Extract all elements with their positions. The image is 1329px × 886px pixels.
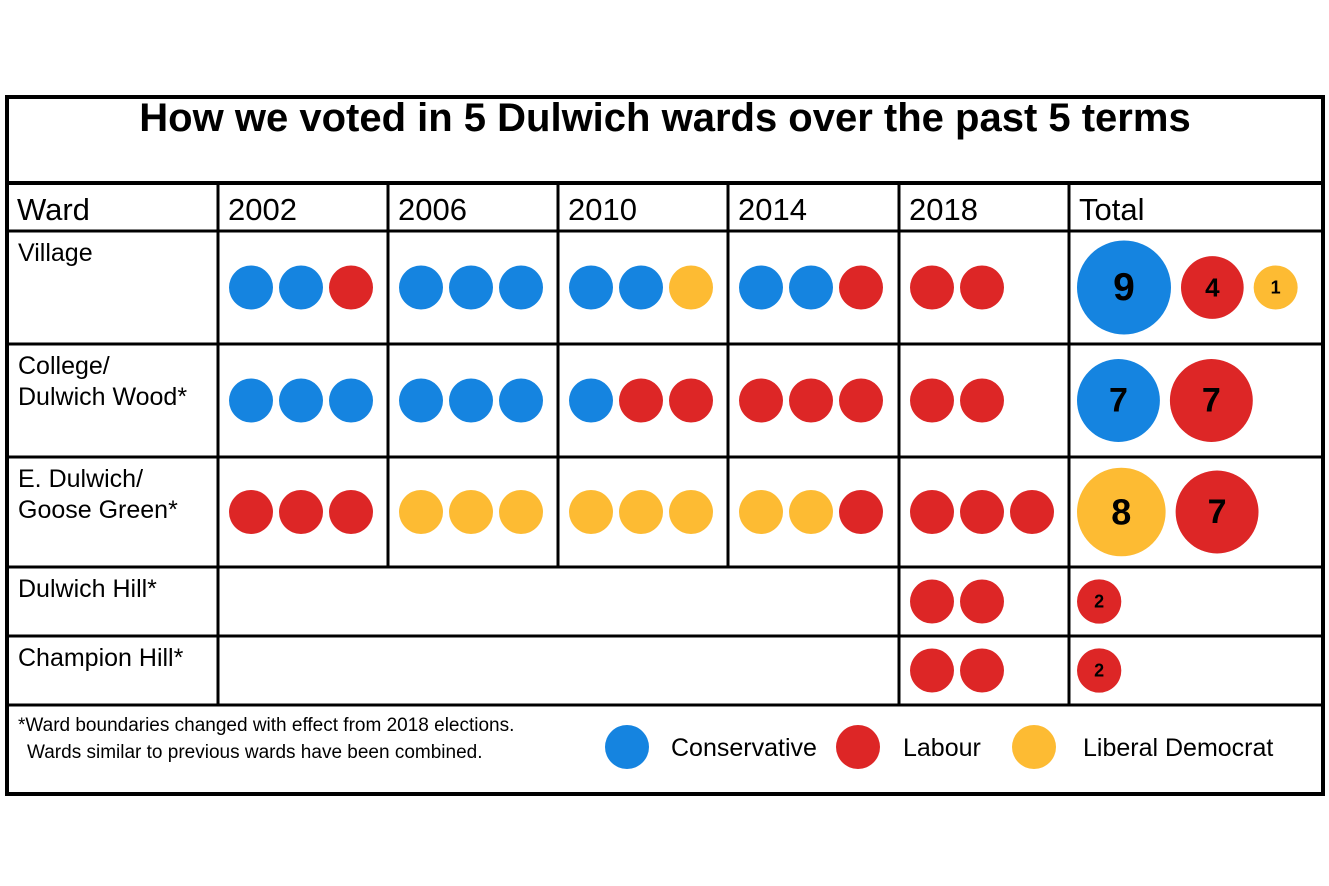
total-circle — [1175, 470, 1259, 554]
total-circle — [1253, 265, 1298, 310]
seat-dot — [910, 378, 954, 423]
seat-dot — [960, 265, 1004, 310]
seat-dot — [499, 265, 543, 310]
seat-dot — [279, 490, 323, 534]
total-circle — [1077, 467, 1166, 557]
seat-dot — [839, 490, 883, 534]
seat-dot — [910, 579, 954, 624]
ward-label: E. Dulwich/ — [18, 465, 143, 493]
ward-label: Village — [18, 239, 93, 267]
seat-dot — [1010, 490, 1054, 534]
seat-dot — [739, 378, 783, 423]
seat-dot — [399, 265, 443, 310]
ward-labels: Village College/Dulwich Wood* E. Dulwich/G… — [18, 239, 187, 672]
seat-dot — [789, 265, 833, 310]
ward-label: Dulwich Hill* — [18, 575, 157, 603]
seat-dot — [789, 490, 833, 534]
outer-border — [5, 95, 1325, 796]
footnote: *Ward boundaries changed with effect fro… — [18, 715, 514, 763]
total-count-label: 8 — [1111, 492, 1131, 533]
legend-swatch — [605, 725, 649, 769]
seat-dot — [619, 265, 663, 310]
total-count-label: 7 — [1109, 382, 1128, 420]
legend-label: Labour — [903, 734, 981, 762]
seat-dot — [279, 265, 323, 310]
column-header: 2018 — [909, 192, 978, 227]
total-count-label: 7 — [1202, 382, 1221, 420]
seat-dot — [569, 378, 613, 423]
column-header: 2006 — [398, 192, 467, 227]
chart-title: How we voted in 5 Dulwich wards over the… — [139, 96, 1190, 140]
ward-label: Champion Hill* — [18, 644, 184, 672]
total-circle — [1077, 579, 1122, 624]
seat-dot — [279, 378, 323, 423]
seat-dot — [499, 490, 543, 534]
column-header: 2010 — [568, 192, 637, 227]
seat-dot — [789, 378, 833, 423]
column-header: Ward — [17, 192, 90, 227]
total-count-label: 7 — [1208, 493, 1227, 531]
seat-dot — [910, 265, 954, 310]
seat-dot — [739, 265, 783, 310]
seat-dot — [619, 490, 663, 534]
seat-dot — [839, 265, 883, 310]
seat-dots — [229, 265, 1054, 693]
seat-dot — [229, 265, 273, 310]
ward-label: Goose Green* — [18, 496, 178, 524]
ward-label: College/ — [18, 352, 110, 380]
total-circle — [1169, 359, 1253, 442]
table-grid — [5, 95, 1325, 796]
seat-dot — [569, 490, 613, 534]
ward-label: Dulwich Wood* — [18, 383, 187, 411]
total-count-label: 9 — [1113, 266, 1135, 309]
legend: Conservative Labour Liberal Democrat — [605, 725, 1273, 769]
total-circle — [1077, 359, 1160, 442]
seat-dot — [399, 490, 443, 534]
legend-swatch — [1012, 725, 1056, 769]
seat-dot — [669, 490, 713, 534]
seat-dot — [329, 265, 373, 310]
total-circle — [1077, 240, 1171, 335]
seat-dot — [669, 378, 713, 423]
column-header: 2014 — [738, 192, 807, 227]
footnote-line: *Ward boundaries changed with effect fro… — [18, 715, 514, 736]
seat-dot — [399, 378, 443, 423]
footnote-line: Wards similar to previous wards have bee… — [27, 742, 483, 763]
legend-label: Liberal Democrat — [1083, 734, 1273, 762]
seat-dot — [329, 490, 373, 534]
seat-dot — [499, 378, 543, 423]
seat-dot — [910, 490, 954, 534]
seat-dot — [960, 490, 1004, 534]
total-count-label: 2 — [1094, 592, 1104, 612]
seat-dot — [960, 648, 1004, 693]
seat-dot — [449, 265, 493, 310]
total-circle — [1181, 256, 1244, 319]
seat-dot — [619, 378, 663, 423]
total-circle — [1077, 648, 1122, 693]
seat-dot — [449, 490, 493, 534]
column-header: 2002 — [228, 192, 297, 227]
column-header: Total — [1079, 192, 1144, 227]
seat-dot — [910, 648, 954, 693]
seat-dot — [960, 378, 1004, 423]
seat-dot — [839, 378, 883, 423]
seat-dot — [669, 265, 713, 310]
seat-dot — [229, 490, 273, 534]
total-circles: 9 4 1 7 7 8 7 2 2 — [1077, 240, 1298, 693]
seat-dot — [329, 378, 373, 423]
seat-dot — [960, 579, 1004, 624]
column-headers: Ward 2002 2006 2010 2014 2018 Total — [17, 192, 1144, 227]
legend-label: Conservative — [671, 734, 817, 762]
legend-swatch — [836, 725, 880, 769]
seat-dot — [449, 378, 493, 423]
seat-dot — [569, 265, 613, 310]
seat-dot — [739, 490, 783, 534]
seat-dot — [229, 378, 273, 423]
total-count-label: 4 — [1205, 273, 1220, 303]
total-count-label: 2 — [1094, 661, 1104, 681]
total-count-label: 1 — [1271, 278, 1281, 298]
